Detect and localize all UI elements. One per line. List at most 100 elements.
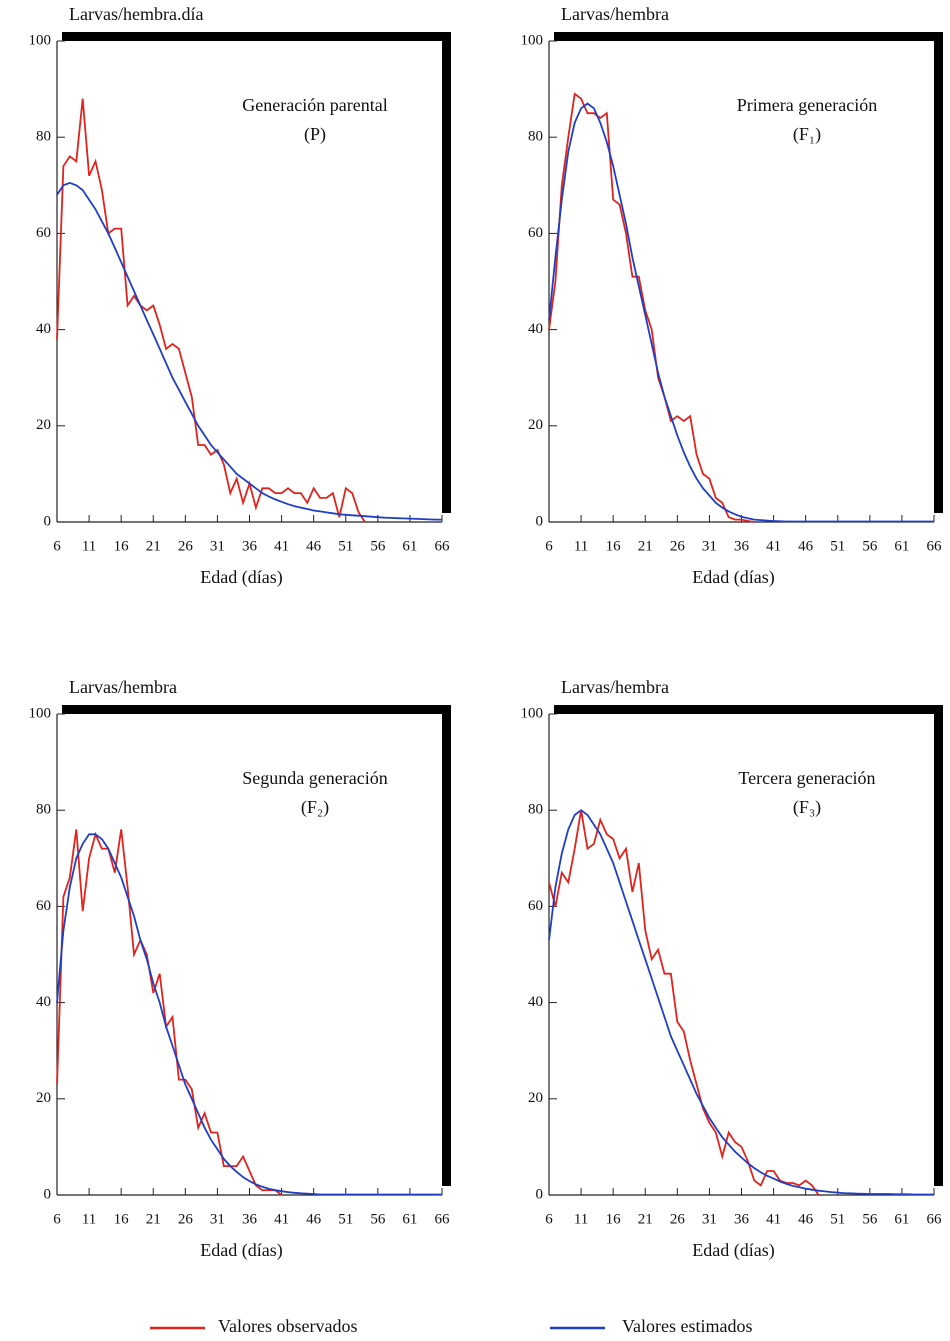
x-tick-label: 66 — [927, 1211, 943, 1227]
x-tick-label: 31 — [702, 538, 717, 554]
y-tick-label: 0 — [44, 513, 52, 529]
y-tick-label: 60 — [528, 225, 543, 241]
x-tick-label: 56 — [862, 1211, 878, 1227]
x-tick-label: 41 — [274, 1211, 289, 1227]
y-tick-label: 80 — [528, 802, 543, 818]
panel-title: Primera generación — [737, 95, 877, 115]
x-tick-label: 16 — [114, 538, 130, 554]
x-tick-label: 21 — [146, 538, 161, 554]
x-tick-label: 41 — [766, 538, 781, 554]
series-line — [548, 809, 934, 1196]
frame-right — [442, 705, 451, 1186]
x-tick-label: 51 — [338, 1211, 353, 1227]
y-tick-label: 40 — [528, 994, 543, 1010]
x-tick-label: 41 — [766, 1211, 781, 1227]
x-tick-label: 16 — [114, 1211, 130, 1227]
y-tick-label: 40 — [36, 321, 51, 337]
frame-top — [62, 32, 451, 41]
y-tick-label: 40 — [36, 994, 51, 1010]
series-line — [548, 92, 755, 523]
x-axis-label: Edad (días) — [200, 567, 282, 588]
frame-top — [62, 705, 451, 714]
series-line — [56, 98, 366, 523]
y-axis-label: Larvas/hembra — [561, 677, 669, 697]
x-tick-label: 21 — [638, 538, 653, 554]
x-tick-label: 66 — [435, 1211, 451, 1227]
y-tick-label: 100 — [521, 32, 544, 48]
frame-right — [442, 32, 451, 513]
x-tick-label: 46 — [306, 1211, 322, 1227]
y-tick-label: 80 — [528, 129, 543, 145]
x-tick-label: 16 — [606, 1211, 622, 1227]
series-line — [548, 102, 934, 523]
x-tick-label: 26 — [670, 1211, 686, 1227]
x-tick-label: 6 — [545, 1211, 553, 1227]
panel-subtitle: (F₂) — [301, 797, 329, 818]
x-axis-label: Edad (días) — [200, 1240, 282, 1261]
y-axis-label: Larvas/hembra — [69, 677, 177, 697]
x-tick-label: 31 — [210, 538, 225, 554]
x-tick-label: 6 — [53, 1211, 61, 1227]
x-tick-label: 56 — [862, 538, 878, 554]
y-tick-label: 100 — [521, 705, 544, 721]
y-tick-label: 20 — [36, 1090, 51, 1106]
y-tick-label: 100 — [29, 705, 52, 721]
x-tick-label: 61 — [402, 1211, 417, 1227]
x-tick-label: 6 — [53, 538, 61, 554]
x-tick-label: 36 — [734, 538, 750, 554]
x-tick-label: 61 — [894, 538, 909, 554]
panel-subtitle: (F₃) — [793, 797, 821, 818]
panel-subtitle: (F₁) — [793, 124, 821, 145]
legend-label: Valores observados — [218, 1316, 357, 1336]
x-tick-label: 41 — [274, 538, 289, 554]
x-tick-label: 66 — [927, 538, 943, 554]
x-tick-label: 26 — [178, 1211, 194, 1227]
y-tick-label: 0 — [44, 1186, 52, 1202]
x-tick-label: 36 — [734, 1211, 750, 1227]
x-tick-label: 6 — [545, 538, 553, 554]
frame-top — [554, 32, 943, 41]
x-tick-label: 61 — [894, 1211, 909, 1227]
y-tick-label: 60 — [36, 225, 51, 241]
series-line — [56, 829, 283, 1196]
frame-right — [934, 32, 943, 513]
x-tick-label: 16 — [606, 538, 622, 554]
x-tick-label: 56 — [370, 538, 386, 554]
x-tick-label: 21 — [146, 1211, 161, 1227]
panel-title: Tercera generación — [738, 768, 875, 788]
panel-title: Generación parental — [242, 95, 387, 115]
y-tick-label: 80 — [36, 129, 51, 145]
x-tick-label: 11 — [574, 538, 588, 554]
y-tick-label: 60 — [36, 898, 51, 914]
x-tick-label: 11 — [82, 1211, 96, 1227]
y-tick-label: 40 — [528, 321, 543, 337]
legend-label: Valores estimados — [622, 1316, 752, 1336]
y-tick-label: 60 — [528, 898, 543, 914]
x-axis-label: Edad (días) — [692, 567, 774, 588]
x-tick-label: 61 — [402, 538, 417, 554]
x-tick-label: 36 — [242, 1211, 258, 1227]
x-tick-label: 66 — [435, 538, 451, 554]
y-tick-label: 100 — [29, 32, 52, 48]
x-tick-label: 46 — [306, 538, 322, 554]
series-line — [56, 833, 442, 1196]
frame-right — [934, 705, 943, 1186]
panel-subtitle: (P) — [304, 124, 326, 145]
y-tick-label: 20 — [528, 1090, 543, 1106]
y-tick-label: 0 — [536, 513, 544, 529]
y-tick-label: 20 — [36, 417, 51, 433]
y-axis-label: Larvas/hembra — [561, 4, 669, 24]
x-tick-label: 51 — [830, 1211, 845, 1227]
y-tick-label: 20 — [528, 417, 543, 433]
x-tick-label: 11 — [82, 538, 96, 554]
x-tick-label: 36 — [242, 538, 258, 554]
y-tick-label: 0 — [536, 1186, 544, 1202]
x-tick-label: 51 — [830, 538, 845, 554]
y-tick-label: 80 — [36, 802, 51, 818]
x-tick-label: 46 — [798, 1211, 814, 1227]
x-axis-label: Edad (días) — [692, 1240, 774, 1261]
x-tick-label: 26 — [178, 538, 194, 554]
x-tick-label: 26 — [670, 538, 686, 554]
x-tick-label: 11 — [574, 1211, 588, 1227]
